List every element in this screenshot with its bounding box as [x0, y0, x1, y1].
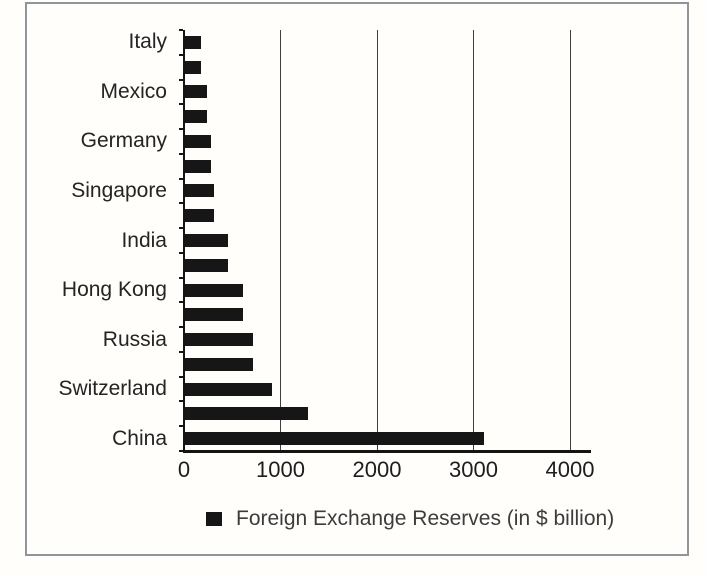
bar-unlabeled-14: [185, 357, 253, 371]
y-axis-tick: [179, 53, 183, 56]
legend: Foreign Exchange Reserves (in $ billion): [206, 507, 614, 531]
gridline-3000: [473, 30, 474, 451]
gridline-2000: [376, 30, 378, 451]
y-axis-tick: [179, 450, 183, 452]
chart-frame: [25, 2, 689, 556]
bar-singapore: [185, 184, 214, 198]
x-tick-label-0: 0: [177, 457, 191, 482]
y-axis-tick: [179, 103, 183, 106]
y-axis-tick: [179, 326, 183, 329]
bar-switzerland: [185, 382, 272, 396]
category-label-hong-kong: Hong Kong: [61, 278, 167, 302]
y-axis-tick: [179, 29, 183, 31]
category-label-switzerland: Switzerland: [58, 377, 167, 401]
x-tick-label-3000: 3000: [449, 457, 498, 482]
category-label-germany: Germany: [80, 129, 167, 153]
x-tick-label-2000: 2000: [352, 457, 402, 482]
bar-unlabeled-2: [185, 60, 201, 74]
y-axis-tick: [179, 400, 183, 403]
bar-unlabeled-10: [185, 258, 228, 272]
x-tick-label-4000: 4000: [545, 457, 595, 482]
x-tick-label-1000: 1000: [256, 457, 305, 482]
bar-india: [185, 234, 228, 247]
bar-unlabeled-8: [185, 209, 214, 223]
y-axis-tick: [179, 128, 183, 131]
y-axis-tick: [179, 152, 183, 155]
bar-unlabeled-16: [185, 407, 308, 421]
y-axis-tick: [179, 177, 183, 180]
y-axis-tick: [179, 276, 183, 279]
bar-mexico: [185, 85, 207, 99]
bar-germany: [185, 134, 211, 148]
bar-china: [185, 432, 484, 446]
bar-unlabeled-6: [185, 159, 211, 173]
bar-unlabeled-4: [185, 110, 207, 124]
category-label-singapore: Singapore: [71, 178, 167, 202]
gridline-4000: [569, 30, 571, 451]
y-axis-tick: [179, 202, 183, 205]
legend-swatch-icon: [206, 512, 222, 526]
y-axis-tick: [179, 227, 183, 230]
bar-italy: [185, 35, 201, 49]
bar-russia: [185, 333, 253, 347]
bar-unlabeled-12: [185, 308, 243, 322]
y-axis-tick: [179, 375, 183, 378]
category-label-india: India: [121, 228, 167, 252]
category-label-mexico: Mexico: [100, 79, 167, 103]
y-axis-tick: [179, 301, 183, 304]
y-axis-tick: [179, 251, 183, 254]
y-axis-line: [183, 30, 185, 451]
bar-hong-kong: [185, 283, 243, 297]
y-axis-tick: [179, 78, 183, 81]
category-label-russia: Russia: [102, 327, 167, 351]
x-axis-line: [183, 450, 591, 453]
category-label-china: China: [112, 426, 167, 450]
y-axis-tick: [179, 350, 183, 353]
gridline-1000: [280, 30, 281, 451]
category-label-italy: Italy: [128, 30, 167, 54]
legend-label: Foreign Exchange Reserves (in $ billion): [236, 507, 615, 530]
y-axis-tick: [179, 425, 183, 428]
